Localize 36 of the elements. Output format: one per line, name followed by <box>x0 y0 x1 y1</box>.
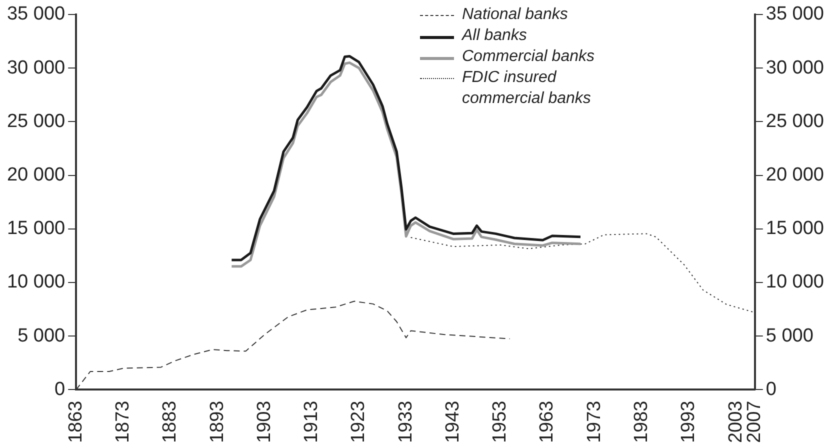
legend-label: National banks <box>462 5 568 25</box>
legend-label: All banks <box>462 26 527 46</box>
x-tick-label: 1943 <box>442 400 464 444</box>
x-tick-label: 1983 <box>630 400 652 444</box>
x-tick-label: 1903 <box>254 400 275 444</box>
x-tick-label: 2007 <box>744 400 766 444</box>
y-tick-label: 35 000 <box>6 4 66 25</box>
x-tick-label: 1913 <box>301 400 322 444</box>
y2-tick-label: 35 000 <box>766 4 824 25</box>
y-tick-label: 30 000 <box>6 57 66 78</box>
y-tick-label: 0 <box>54 378 66 400</box>
x-tick-label: 1973 <box>584 400 605 444</box>
x-tick-label: 1863 <box>65 400 86 444</box>
x-tick-label: 1993 <box>678 400 700 444</box>
x-tick-label: 1883 <box>160 400 181 444</box>
legend-label: Commercial banks <box>462 47 594 67</box>
y2-tick-label: 15 000 <box>766 218 824 240</box>
x-tick-label: 1923 <box>348 400 370 444</box>
x-tick-label: 1873 <box>112 400 134 444</box>
y-tick-label: 15 000 <box>6 218 66 240</box>
y-tick-label: 20 000 <box>6 164 66 186</box>
y-tick-label: 5 000 <box>18 325 66 346</box>
x-tick-label: 1963 <box>536 400 558 444</box>
y2-tick-label: 5 000 <box>766 325 814 346</box>
y-tick-label: 25 000 <box>6 110 66 132</box>
x-tick-label: 1893 <box>206 400 228 444</box>
x-tick-label: 2003 <box>725 400 746 444</box>
y2-tick-label: 25 000 <box>766 110 824 132</box>
x-tick-label: 1953 <box>490 400 511 444</box>
x-tick-label: 1933 <box>395 400 416 444</box>
y-tick-label: 10 000 <box>6 272 66 293</box>
y2-tick-label: 0 <box>766 378 776 400</box>
y2-tick-label: 20 000 <box>766 164 824 186</box>
y2-tick-label: 10 000 <box>766 272 824 293</box>
y2-tick-label: 30 000 <box>766 57 824 78</box>
legend-label: FDIC insured commercial banks <box>462 68 592 109</box>
